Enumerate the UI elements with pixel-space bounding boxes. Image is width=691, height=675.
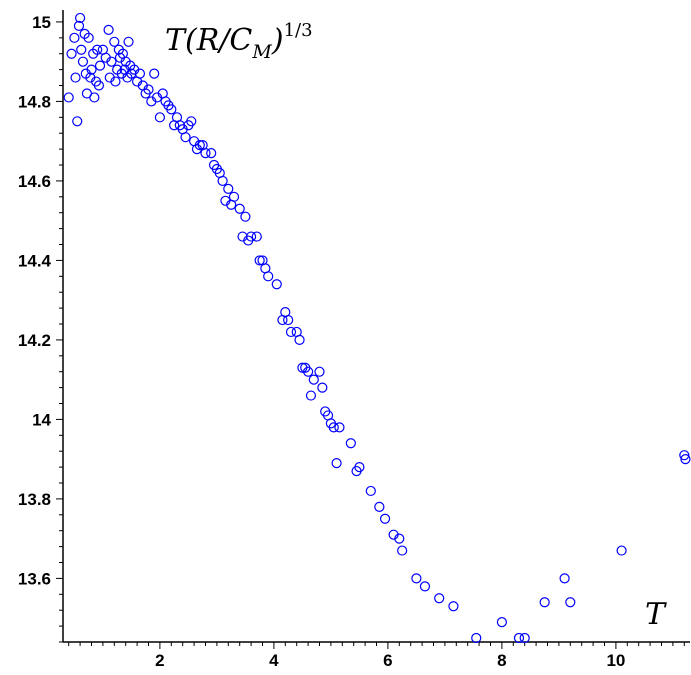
data-point xyxy=(240,211,251,222)
x-tick-label: 6 xyxy=(383,651,392,670)
data-point xyxy=(308,374,319,385)
data-point xyxy=(334,422,345,433)
y-tick-label: 15 xyxy=(32,13,51,32)
data-point xyxy=(397,545,408,556)
data-point xyxy=(354,462,365,473)
data-point xyxy=(76,44,87,55)
data-point xyxy=(331,458,342,469)
x-axis-title: T xyxy=(645,597,667,632)
data-point xyxy=(94,60,106,71)
data-point xyxy=(109,36,120,47)
data-point xyxy=(305,390,317,401)
data-point xyxy=(134,68,146,79)
data-point xyxy=(206,147,217,159)
data-point xyxy=(223,183,234,194)
y-tick-label: 14.2 xyxy=(18,331,51,350)
y-tick-label: 14.4 xyxy=(18,251,52,270)
data-point xyxy=(86,64,97,75)
data-point xyxy=(72,116,83,127)
x-tick-label: 8 xyxy=(497,651,506,670)
data-point xyxy=(513,632,525,644)
data-point xyxy=(565,597,576,608)
data-point xyxy=(180,132,191,143)
data-point xyxy=(63,92,74,103)
data-point xyxy=(89,92,100,103)
data-point xyxy=(123,36,134,47)
data-point xyxy=(679,450,690,461)
y-tick-label: 13.6 xyxy=(18,569,51,588)
data-point xyxy=(251,231,262,242)
data-point xyxy=(303,366,314,377)
axes xyxy=(62,10,690,643)
data-point xyxy=(374,501,385,512)
data-point xyxy=(317,382,328,393)
data-point xyxy=(228,191,240,202)
x-tick-label: 10 xyxy=(606,651,625,670)
data-point xyxy=(616,545,627,556)
data-point xyxy=(294,334,305,346)
data-point xyxy=(166,104,177,115)
y-ticks: 13.6 13.8 14 14.2 14.4 14.6 14.8 15 xyxy=(18,13,63,643)
data-point xyxy=(74,12,86,24)
y-axis-title: T(R/CM)1/3 xyxy=(165,20,313,63)
data-point xyxy=(246,231,257,242)
y-tick-label: 14 xyxy=(32,410,51,429)
data-point xyxy=(559,573,570,584)
data-point xyxy=(285,326,297,338)
data-point xyxy=(394,533,405,544)
data-point xyxy=(314,366,325,377)
data-point xyxy=(448,601,459,612)
data-point xyxy=(471,632,482,644)
data-point xyxy=(110,76,121,87)
data-point xyxy=(73,20,85,31)
data-point xyxy=(379,513,391,524)
y-axis-title-close: ) xyxy=(271,23,284,58)
data-point xyxy=(345,438,356,449)
data-point xyxy=(519,632,530,644)
x-tick-label: 4 xyxy=(269,651,279,670)
data-point xyxy=(200,147,211,159)
x-tick-label: 2 xyxy=(155,651,164,670)
data-point xyxy=(69,32,80,43)
y-tick-label: 14.8 xyxy=(18,92,51,111)
data-point xyxy=(194,140,205,151)
data-point xyxy=(365,485,376,497)
data-point xyxy=(539,597,550,608)
data-point xyxy=(154,112,165,123)
data-point xyxy=(186,116,197,127)
data-point xyxy=(254,255,265,266)
y-tick-label: 13.8 xyxy=(18,490,51,509)
data-point xyxy=(496,617,507,628)
data-point xyxy=(77,56,89,67)
data-point xyxy=(263,271,274,282)
data-point xyxy=(103,24,114,35)
data-point xyxy=(419,581,431,592)
data-point xyxy=(93,80,105,91)
data-points xyxy=(63,12,691,644)
data-point xyxy=(149,68,160,79)
data-point xyxy=(271,279,282,290)
data-point xyxy=(70,72,81,83)
data-point xyxy=(234,203,245,214)
data-point xyxy=(411,573,422,584)
data-point xyxy=(83,32,94,43)
data-point xyxy=(92,44,103,55)
x-ticks: 2 4 6 8 10 xyxy=(68,642,685,670)
data-point xyxy=(434,593,445,604)
data-point xyxy=(283,314,294,326)
y-tick-label: 14.6 xyxy=(18,172,51,191)
y-axis-title-subscript: M xyxy=(251,41,272,63)
data-point xyxy=(143,84,154,95)
y-axis-title-superscript: 1/3 xyxy=(284,20,313,41)
data-point xyxy=(680,454,691,465)
y-axis-title-main: T(R/C xyxy=(165,23,252,58)
data-point xyxy=(66,48,77,59)
data-point xyxy=(217,175,228,187)
data-point xyxy=(106,56,117,67)
data-point xyxy=(328,422,339,433)
